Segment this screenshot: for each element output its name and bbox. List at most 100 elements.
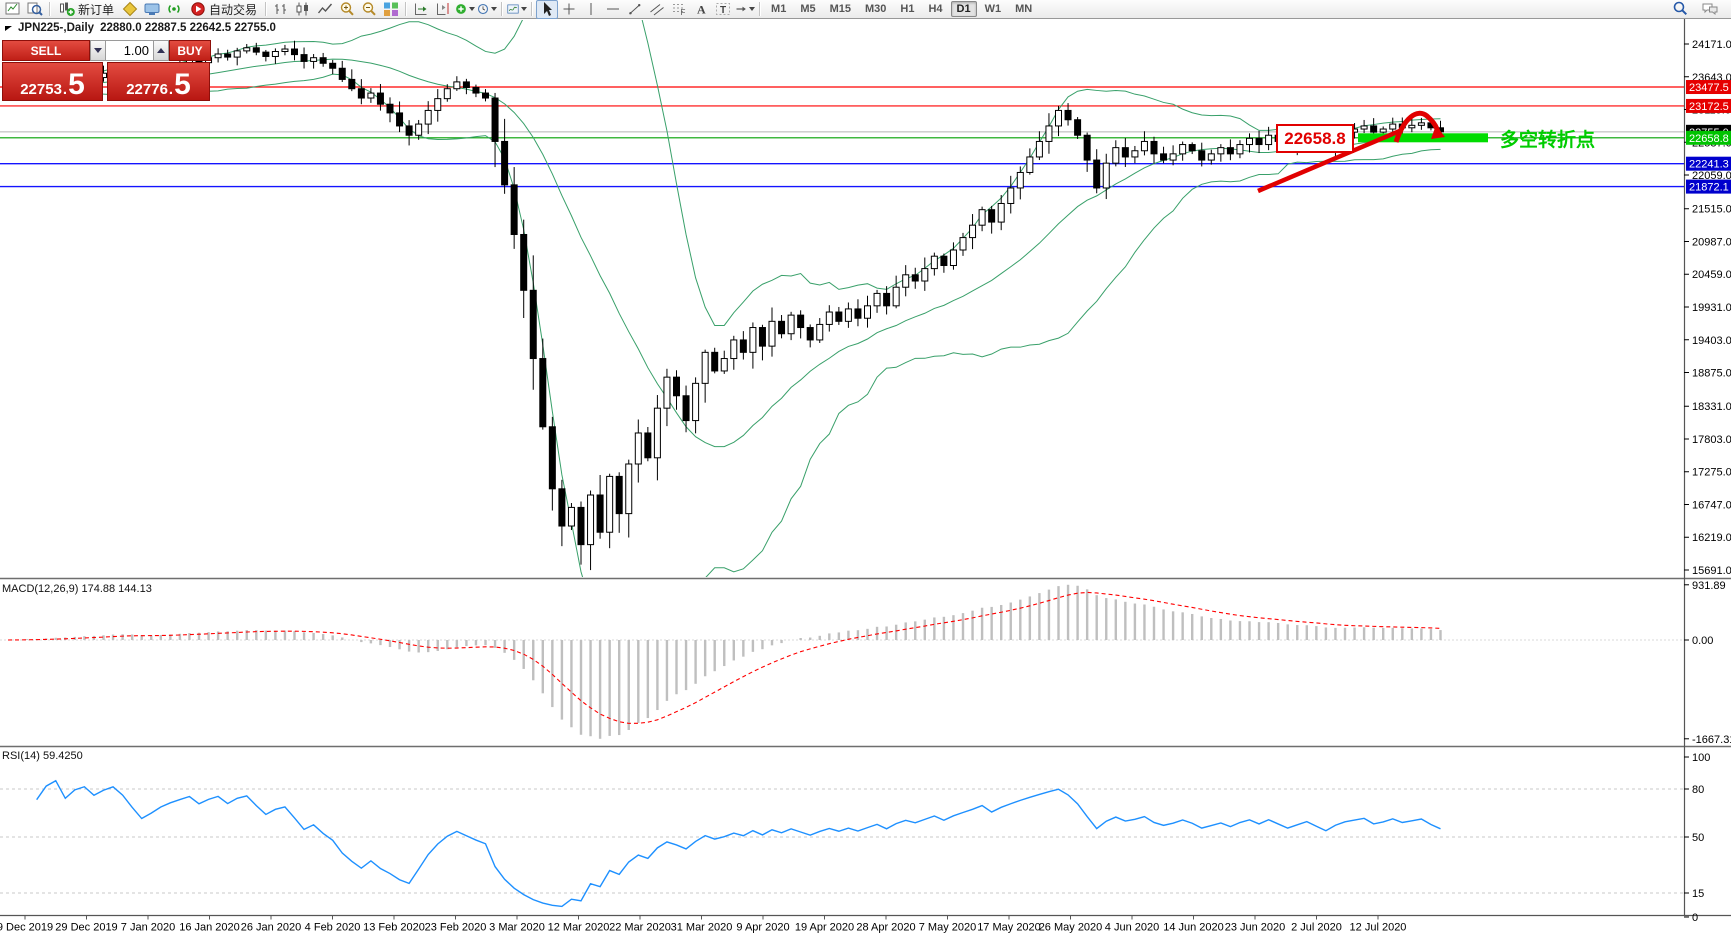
svg-text:18875.0: 18875.0 [1692, 368, 1731, 380]
equidistant-channel-tool-icon[interactable] [646, 0, 668, 19]
svg-text:21872.1: 21872.1 [1689, 182, 1729, 194]
svg-text:15691.0: 15691.0 [1692, 565, 1731, 577]
volume-decrease-button[interactable] [90, 40, 106, 61]
svg-text:7 May 2020: 7 May 2020 [919, 922, 976, 934]
templates-button[interactable] [506, 0, 528, 19]
macd-indicator-label: MACD(12,26,9) 174.88 144.13 [2, 583, 152, 595]
toolbar-separator [405, 2, 408, 16]
timeframe-button-M30[interactable]: M30 [865, 3, 887, 15]
svg-text:931.89: 931.89 [1692, 580, 1726, 592]
svg-text:T: T [720, 5, 726, 16]
timeframe-button-D1[interactable]: D1 [950, 1, 977, 17]
terminal-icon[interactable] [141, 0, 163, 19]
svg-text:9 Dec 2019: 9 Dec 2019 [0, 922, 53, 934]
toolbar-right-group [1669, 0, 1721, 19]
svg-text:16219.0: 16219.0 [1692, 532, 1731, 544]
new-chart-icon[interactable] [2, 0, 24, 19]
svg-text:15: 15 [1692, 888, 1704, 900]
svg-text:20987.0: 20987.0 [1692, 236, 1731, 248]
buy-price-button[interactable]: 22776 . 5 [107, 62, 210, 101]
timeframe-button-W1[interactable]: W1 [984, 3, 1002, 15]
svg-text:29 Dec 2019: 29 Dec 2019 [55, 922, 117, 934]
svg-text:0.00: 0.00 [1692, 635, 1713, 647]
svg-text:17275.0: 17275.0 [1692, 467, 1731, 479]
price-annotation-box[interactable]: 22658.8 [1276, 124, 1354, 153]
chart-marker-icon [5, 25, 12, 31]
bar-chart-icon[interactable] [270, 0, 292, 19]
svg-text:3 Mar 2020: 3 Mar 2020 [489, 922, 545, 934]
timeframe-button-M15[interactable]: M15 [829, 3, 851, 15]
horizontal-line-tool-icon[interactable] [602, 0, 624, 19]
market-watch-icon[interactable] [24, 0, 46, 19]
svg-text:26 Jan 2020: 26 Jan 2020 [241, 922, 302, 934]
svg-text:21515.0: 21515.0 [1692, 204, 1731, 216]
toolbar-left-group: 新订单 自动交易 F A T [2, 0, 764, 19]
text-tool-icon[interactable]: A [690, 0, 712, 19]
tile-windows-icon[interactable] [380, 0, 402, 19]
svg-text:17 May 2020: 17 May 2020 [977, 922, 1041, 934]
arrows-tool-icon[interactable] [734, 0, 756, 19]
svg-text:17803.0: 17803.0 [1692, 434, 1731, 446]
new-order-button[interactable]: 新订单 [54, 0, 119, 19]
crosshair-tool-icon[interactable] [558, 0, 580, 19]
zoom-in-icon[interactable] [336, 0, 358, 19]
trendline-tool-icon[interactable] [624, 0, 646, 19]
svg-text:22059.0: 22059.0 [1692, 170, 1731, 182]
buy-price-separator: . [168, 81, 174, 98]
chart-title: JPN225-,Daily 22880.0 22887.5 22642.5 22… [5, 22, 276, 34]
pivot-point-label: 多空转折点 [1500, 130, 1596, 151]
svg-text:19403.0: 19403.0 [1692, 335, 1731, 347]
svg-text:23172.5: 23172.5 [1689, 101, 1729, 113]
expert-advisors-icon[interactable] [119, 0, 141, 19]
search-icon[interactable] [1669, 0, 1691, 19]
svg-text:16 Jan 2020: 16 Jan 2020 [179, 922, 240, 934]
auto-scroll-icon[interactable] [410, 0, 432, 19]
line-chart-icon[interactable] [314, 0, 336, 19]
svg-text:19 Apr 2020: 19 Apr 2020 [795, 922, 854, 934]
cursor-tool-icon[interactable] [536, 0, 559, 19]
svg-text:22 Mar 2020: 22 Mar 2020 [609, 922, 671, 934]
toolbar-separator [501, 2, 504, 16]
buy-price-pips: 5 [174, 68, 191, 101]
sell-button[interactable]: SELL [2, 40, 90, 61]
chat-icon[interactable] [1699, 0, 1721, 19]
timeframe-group: M1 M5 M15 M30 H1 H4 D1 W1 MN [764, 1, 1039, 17]
svg-text:12 Jul 2020: 12 Jul 2020 [1350, 922, 1407, 934]
svg-text:13 Feb 2020: 13 Feb 2020 [363, 922, 425, 934]
vertical-line-tool-icon[interactable] [580, 0, 602, 19]
zoom-out-icon[interactable] [358, 0, 380, 19]
fibonacci-tool-icon[interactable]: F [668, 0, 690, 19]
periods-button[interactable] [476, 0, 498, 19]
timeframe-button-M1[interactable]: M1 [771, 3, 787, 15]
toolbar-separator [759, 2, 762, 16]
buy-price-main: 22776 [126, 81, 168, 98]
candlestick-chart-icon[interactable] [292, 0, 314, 19]
svg-text:7 Jan 2020: 7 Jan 2020 [121, 922, 175, 934]
buy-button[interactable]: BUY [169, 40, 211, 61]
svg-text:9 Apr 2020: 9 Apr 2020 [736, 922, 789, 934]
signals-icon[interactable] [163, 0, 185, 19]
chart-shift-icon[interactable] [432, 0, 454, 19]
add-indicator-button[interactable] [454, 0, 476, 19]
timeframe-button-H1[interactable]: H1 [900, 3, 915, 15]
rsi-indicator-label: RSI(14) 59.4250 [2, 750, 83, 762]
timeframe-button-M5[interactable]: M5 [800, 3, 816, 15]
svg-text:100: 100 [1692, 752, 1710, 764]
timeframe-button-MN[interactable]: MN [1015, 3, 1033, 15]
svg-text:50: 50 [1692, 832, 1704, 844]
svg-text:22658.8: 22658.8 [1689, 133, 1729, 145]
svg-text:4 Jun 2020: 4 Jun 2020 [1105, 922, 1159, 934]
svg-text:24171.0: 24171.0 [1692, 39, 1731, 51]
sell-price-button[interactable]: 22753 . 5 [2, 62, 103, 101]
svg-text:2 Jul 2020: 2 Jul 2020 [1291, 922, 1342, 934]
svg-text:16747.0: 16747.0 [1692, 499, 1731, 511]
auto-trading-button[interactable]: 自动交易 [185, 0, 262, 19]
timeframe-button-H4[interactable]: H4 [928, 3, 943, 15]
ohlc-values: 22880.0 22887.5 22642.5 22755.0 [100, 22, 276, 34]
svg-text:23477.5: 23477.5 [1689, 82, 1729, 94]
volume-input[interactable] [106, 40, 153, 61]
svg-text:F: F [681, 8, 686, 17]
label-tool-icon[interactable]: T [712, 0, 734, 19]
volume-increase-button[interactable] [153, 40, 169, 61]
